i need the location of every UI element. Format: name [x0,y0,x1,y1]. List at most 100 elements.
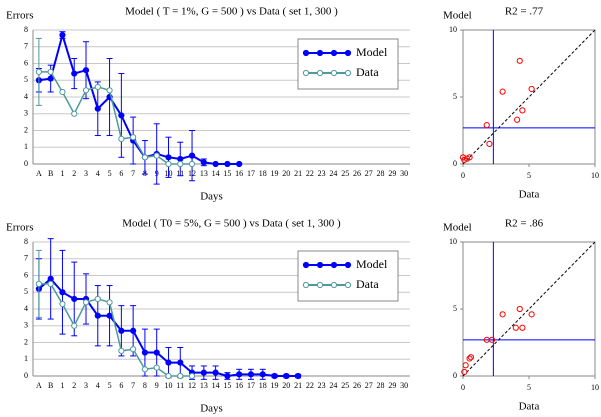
x-tick-label: A [36,381,42,390]
data-point [94,295,101,303]
data-point [236,160,243,168]
data-point [59,31,66,39]
x-tick-label: 23 [318,381,326,390]
x-tick-label: 25 [341,169,349,178]
x-tick-label: 13 [200,169,208,178]
chart-title: Model ( T = 1%, G = 500 ) vs Data ( set … [125,6,338,18]
data-point [153,364,160,371]
x-tick-label: 24 [329,381,337,390]
x-tick-label: 17 [247,381,255,390]
x-axis-label: Data [519,189,540,201]
x-tick-label: 26 [353,381,361,390]
data-point [47,280,54,287]
x-tick-label: 14 [212,381,220,390]
x-tick-label: 7 [131,169,135,178]
x-tick-label: 5 [108,381,112,390]
data-point [118,135,125,142]
data-point [153,152,160,159]
data-point [35,68,42,75]
data-point [165,154,172,161]
x-tick-label: 25 [341,381,349,390]
data-point [271,372,278,380]
y-tick-label: 4 [24,304,28,313]
legend-marker [344,281,352,289]
x-tick-label: 16 [235,381,243,390]
x-tick-label: 29 [388,169,396,178]
legend-box [297,250,399,302]
x-tick-label: 27 [365,381,373,390]
plot-frame [462,29,596,165]
data-point [466,355,473,362]
x-tick-label: 5 [527,383,531,392]
y-tick-label: 7 [24,42,28,51]
legend-marker [316,49,324,57]
y-tick-label: 6 [24,58,28,67]
y-tick-label: 10 [449,25,457,34]
x-tick-label: 0 [461,171,465,180]
data-point [106,87,113,94]
x-tick-label: 5 [527,171,531,180]
data-point [459,154,467,161]
x-tick-label: 10 [591,383,599,392]
y-tick-label: 8 [24,25,28,34]
legend-marker [302,281,310,289]
data-point [71,110,78,117]
x-tick-label: 23 [318,169,326,178]
data-point [177,160,184,168]
legend-marker [302,69,310,77]
x-tick-label: 4 [96,169,100,178]
data-point [499,88,506,95]
data-point [528,85,535,93]
identity-line [462,241,596,377]
data-point [212,160,219,168]
y-tick-label: 0 [24,159,28,168]
legend-label: Data [356,277,379,291]
y-tick-label: 0 [24,371,28,380]
data-point [47,275,54,282]
x-tick-label: 27 [365,169,373,178]
x-tick-label: 15 [223,169,231,178]
data-point [141,349,149,356]
x-tick-label: 2 [72,381,76,390]
x-tick-label: 1 [60,381,64,390]
data-point [224,372,231,380]
y-tick-label: 3 [24,109,28,118]
legend-marker [302,261,310,269]
y-axis-label: Model [443,10,472,22]
data-point [118,347,125,354]
y-tick-label: 3 [24,321,28,330]
data-point [165,359,172,366]
y-tick-label: 0 [453,159,457,168]
y-tick-label: 7 [24,254,28,263]
data-point [130,346,137,353]
series-line [38,71,193,165]
data-point [259,371,266,378]
identity-line [462,29,596,165]
legend-marker [316,261,324,269]
data-point [294,372,302,380]
y-tick-label: 5 [24,75,28,84]
y-tick-label: 2 [24,125,28,134]
x-tick-label: 12 [188,381,196,390]
data-point [94,312,101,319]
data-point [462,362,469,369]
legend-label: Model [356,45,388,59]
legend-marker [316,281,324,289]
x-tick-label: 0 [461,383,465,392]
y-tick-label: 6 [24,270,28,279]
data-point [82,87,90,94]
chart-title: R2 = .77 [505,6,544,18]
x-tick-label: 24 [329,169,337,178]
y-tick-label: 2 [24,337,28,346]
legend-label: Data [356,65,379,79]
x-axis-label: Days [200,403,223,415]
data-point [94,105,101,112]
legend-marker [316,69,324,77]
x-tick-label: 4 [96,381,100,390]
x-tick-label: 21 [294,169,302,178]
x-tick-label: 22 [306,169,314,178]
x-tick-label: 14 [212,169,220,178]
data-point [165,372,172,380]
legend-marker [330,49,338,57]
chart-title: R2 = .86 [505,218,544,230]
